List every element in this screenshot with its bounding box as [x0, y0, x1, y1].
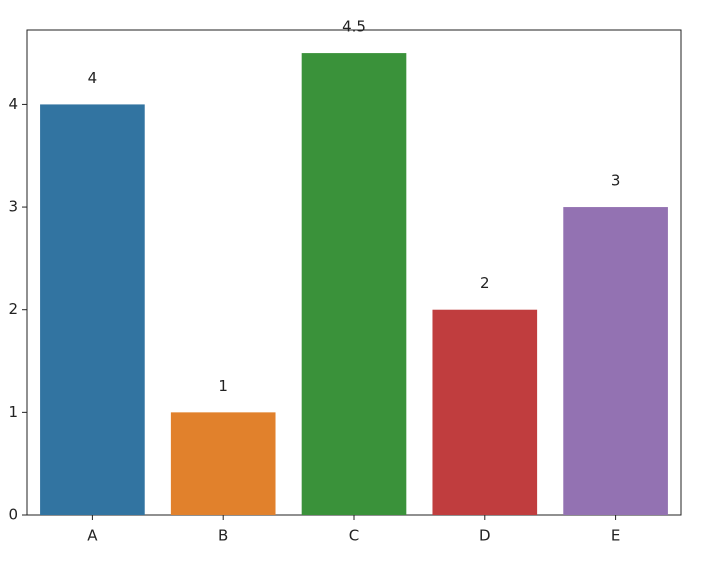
y-tick-label: 1 [8, 403, 18, 421]
value-label: 4 [88, 69, 98, 87]
value-label: 3 [611, 172, 621, 190]
bar [170, 412, 276, 515]
x-tick-label: E [611, 527, 620, 545]
bar [40, 104, 145, 515]
value-label: 1 [218, 377, 228, 395]
bar [432, 309, 538, 515]
y-tick-label: 3 [8, 198, 18, 216]
y-tick-label: 2 [8, 300, 18, 318]
x-tick-label: A [87, 527, 98, 545]
y-tick-label: 0 [8, 506, 18, 524]
value-label: 2 [480, 274, 490, 292]
y-tick-label: 4 [8, 95, 18, 113]
x-tick-label: B [218, 527, 228, 545]
x-tick-label: C [349, 527, 359, 545]
bar [563, 207, 668, 516]
value-label: 4.5 [342, 18, 366, 36]
x-tick-label: D [479, 527, 491, 545]
bar [301, 53, 407, 515]
